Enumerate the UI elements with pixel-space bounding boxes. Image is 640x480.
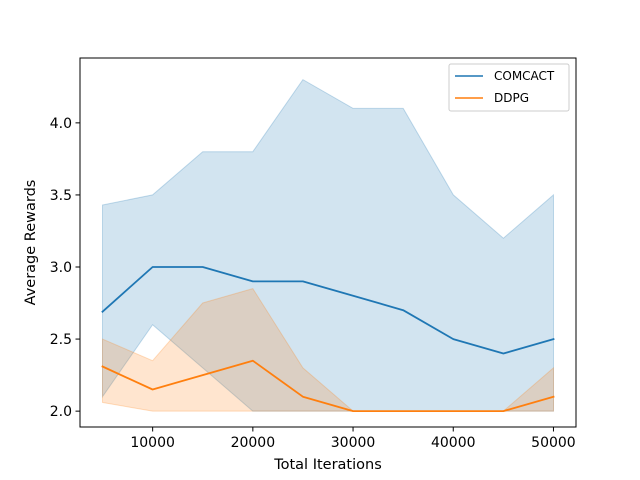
x-axis-ticks: 10000 20000 30000 40000 50000 xyxy=(130,427,576,451)
y-tick-label: 3.0 xyxy=(50,260,72,276)
y-tick-label: 3.5 xyxy=(50,188,72,204)
y-tick-label: 2.5 xyxy=(50,332,72,348)
band-ddpg xyxy=(102,288,554,412)
x-tick-label: 20000 xyxy=(231,435,276,451)
y-tick-label: 4.0 xyxy=(50,116,72,132)
x-tick-label: 40000 xyxy=(431,435,476,451)
legend: COMCACT DDPG xyxy=(448,63,570,112)
series-lines xyxy=(101,266,555,413)
plot-area-frame xyxy=(79,57,577,428)
y-axis-ticks: 2.0 2.5 3.0 3.5 4.0 xyxy=(50,116,80,420)
confidence-bands xyxy=(102,78,554,412)
x-tick-label: 50000 xyxy=(531,435,576,451)
line-comcact xyxy=(101,266,555,355)
legend-label-ddpg: DDPG xyxy=(494,91,529,105)
line-ddpg xyxy=(101,359,555,413)
y-axis-label: Average Rewards xyxy=(23,180,39,306)
legend-label-comcact: COMCACT xyxy=(494,69,555,83)
x-tick-label: 30000 xyxy=(331,435,376,451)
band-comcact xyxy=(102,78,554,412)
x-axis-label: Total Iterations xyxy=(273,457,382,473)
x-tick-label: 10000 xyxy=(130,435,175,451)
y-tick-label: 2.0 xyxy=(50,404,72,420)
